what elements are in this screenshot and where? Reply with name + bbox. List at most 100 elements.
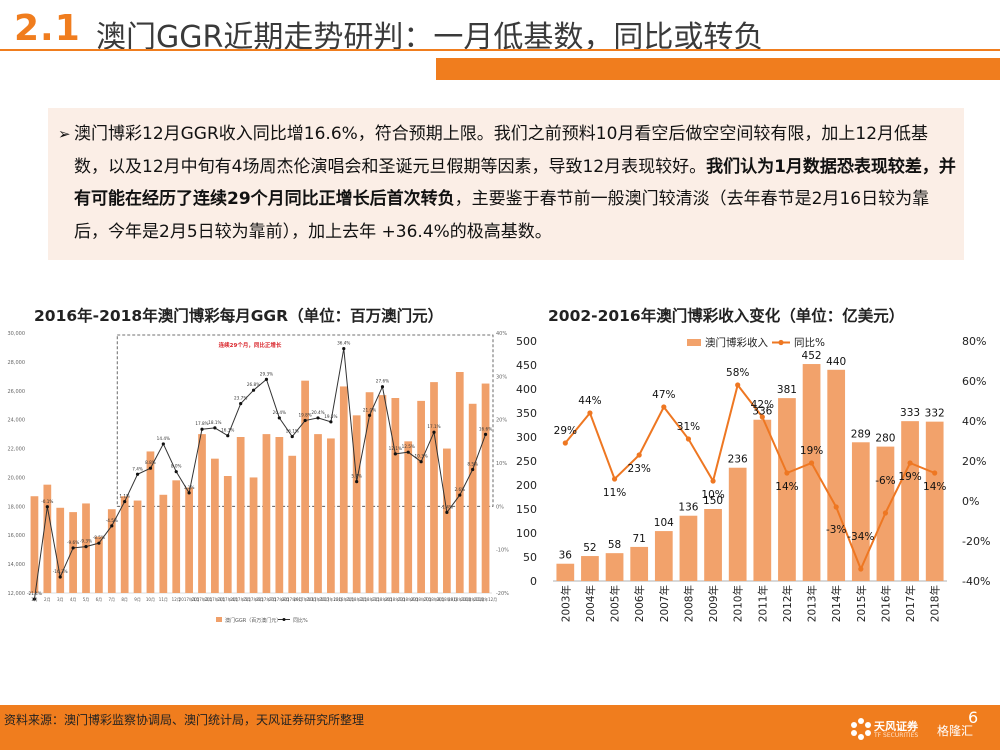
left-y-tick-label: 22,000 [8,447,26,453]
right-y-tick-label: 60% [962,375,986,388]
x-tick-label: 2015年 [855,585,868,622]
revenue-bar [630,546,649,581]
legend-line-label: 同比% [293,617,308,624]
yoy-point [432,430,436,434]
legend-bar-swatch [687,339,701,346]
yoy-data-label: -6% [875,475,895,487]
x-tick-label: 2018年9月 [437,596,458,602]
x-tick-label: 2018年2月 [346,596,367,602]
left-y-tick-label: 0 [530,575,537,588]
yoy-line [33,348,487,600]
right-chart: 0 50 100 150 200 250 300 350 400 450 500 -40% -20% 0%… [516,335,990,622]
yoy-point [213,426,217,430]
x-tick-label: 2018年 [929,585,942,622]
revenue-bar [556,563,575,581]
x-tick-label: 1月 [31,597,38,602]
legend-line-marker [778,339,784,346]
yoy-point [174,470,178,474]
yoy-data-label: -9.6% [67,540,79,545]
yoy-data-label: 47% [652,389,675,401]
ggr-bar [185,487,193,593]
x-tick-label: 2017年11月 [306,596,329,602]
section-number: 2.1 [14,8,81,49]
yoy-point [393,452,397,456]
bullet-arrow-icon: ➢ [58,125,71,143]
revenue-bar [654,531,673,581]
yoy-data-label: -21.4% [27,591,42,596]
yoy-point [316,416,320,420]
x-tick-label: 10月 [146,597,155,602]
right-y-tick-label: -20% [496,591,509,597]
x-tick-label: 2018年12月 [474,596,497,602]
right-y-tick-label: 20% [496,418,507,424]
yoy-point [858,566,864,572]
x-tick-label: 2011年 [756,585,769,622]
bar-data-label: 52 [583,542,596,554]
revenue-bar [802,364,821,581]
left-y-tick-label: 250 [516,455,537,468]
ggr-bar [378,395,387,593]
yoy-data-label: -34% [847,531,874,543]
summary-part3: ，主要鉴于春节前一般澳门较清淡（去年春节是2月16日较为靠后，今年是2月5日较为… [74,189,930,242]
ggr-bar [391,398,400,593]
highlight-box [116,334,494,507]
yoy-data-label: 8.5% [467,462,478,467]
yoy-data-label: 10.3% [414,454,427,459]
yoy-data-label: 31% [677,421,700,433]
yoy-point [380,385,385,389]
yoy-data-label: 5.7% [351,474,362,479]
legend-bar-label: 澳门博彩收入 [705,336,768,349]
yoy-point [187,491,191,495]
yoy-data-label: 11% [603,487,626,499]
revenue-bar [581,556,599,581]
left-y-tick-label: 28,000 [8,360,26,366]
logo-name: 天风证券 [874,720,918,733]
yoy-data-label: -4.5% [106,518,118,523]
x-tick-label: 2006年 [633,585,646,622]
yoy-point [84,545,88,549]
right-y-tick-label: 40% [496,331,507,337]
ggr-bar [198,434,206,593]
summary-box [48,108,964,260]
yoy-point [784,470,790,476]
x-tick-label: 7月 [109,597,116,602]
yoy-point [135,472,140,476]
revenue-bar [679,515,698,581]
bar-data-label: 104 [654,517,674,529]
right-y-tick-label: 30% [496,374,507,380]
bar-data-label: 58 [608,539,621,551]
bar-data-label: 440 [826,356,846,368]
bar-data-label: 71 [633,533,646,545]
x-tick-label: 2018年6月 [398,596,419,602]
ggr-bar [107,509,116,593]
left-y-tick-label: 14,000 [8,562,26,568]
yoy-point [264,377,269,381]
ggr-bar [43,484,52,593]
x-tick-label: 2008年 [682,585,695,622]
legend-bar-label: 澳门GGR（百万澳门元） [225,617,281,624]
x-tick-label: 2009年 [707,585,720,622]
summary-part1: 澳门博彩12月GGR收入同比增16.6%，符合预期上限。我们之前预料10月看空后… [74,124,929,177]
ggr-bar [249,477,258,593]
yoy-point [710,478,716,484]
revenue-bar [925,421,944,581]
yoy-point [445,510,449,514]
x-tick-label: 2010年 [732,585,745,622]
x-tick-label: 2018年11月 [461,596,484,602]
company-logo-icon [851,718,871,740]
left-chart: 12,000 14,000 16,000 18,000 20,000 22,000 24,0… [8,331,510,624]
yoy-data-label: 2.6% [454,487,465,492]
yoy-point [161,442,165,446]
header-accent-bar [436,58,1000,80]
ggr-bar [236,437,245,593]
yoy-data-label: 12.1% [389,446,402,451]
yoy-point [636,452,642,458]
ggr-bar [404,441,413,593]
yoy-data-label: 42% [751,399,774,411]
x-tick-label: 5月 [83,597,90,602]
right-y-tick-label: 0% [962,495,979,508]
yoy-point [483,432,488,436]
x-tick-label: 2005年 [609,585,622,622]
x-tick-label: 2017年12月 [319,596,342,602]
x-tick-label: 2017年4月 [217,596,238,602]
